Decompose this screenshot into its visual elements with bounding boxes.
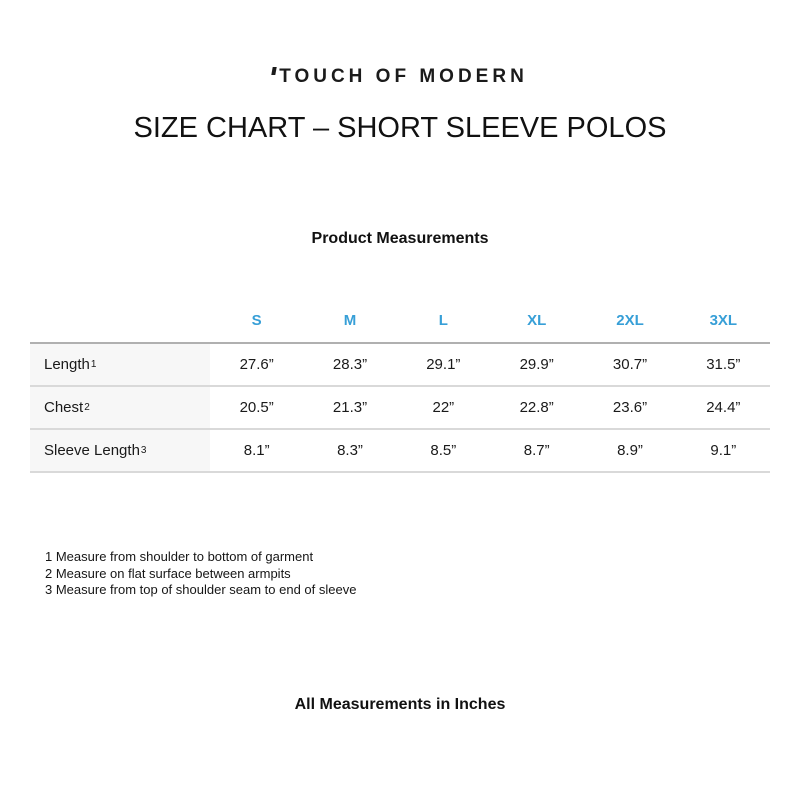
column-header-s: S <box>251 311 262 329</box>
cell-sleeve-xl: 8.7” <box>523 442 550 459</box>
table-row-sleeve-length: Sleeve Length 3 8.1” 8.3” 8.5” 8.7” 8.9” … <box>30 430 770 473</box>
table-header-row: S M L XL 2XL 3XL <box>30 298 770 344</box>
units-note: All Measurements in Inches <box>294 696 506 713</box>
page-title: SIZE CHART – SHORT SLEEVE POLOS <box>133 112 667 144</box>
cell-chest-s: 20.5” <box>239 399 274 416</box>
cell-chest-l: 22” <box>432 399 455 416</box>
cell-chest-xl: 22.8” <box>519 399 554 416</box>
brand-logo-text: TOUCH OF MODERN <box>279 66 528 87</box>
cell-sleeve-s: 8.1” <box>243 442 270 459</box>
table-row-chest: Chest 2 20.5” 21.3” 22” 22.8” 23.6” 24.4” <box>30 387 770 430</box>
cell-sleeve-m: 8.3” <box>337 442 363 459</box>
row-label-chest: Chest 2 <box>30 387 210 428</box>
row-label-length: Length 1 <box>30 344 210 385</box>
cell-sleeve-3xl: 9.1” <box>710 442 737 459</box>
column-header-m: M <box>343 311 357 329</box>
cell-chest-2xl: 23.6” <box>612 399 648 416</box>
row-label-sleeve-length: Sleeve Length 3 <box>30 430 210 471</box>
cell-length-m: 28.3” <box>332 356 368 373</box>
cell-sleeve-l: 8.5” <box>430 442 457 459</box>
table-subtitle: Product Measurements <box>311 230 489 247</box>
size-chart-table: S M L XL 2XL 3XL Length 1 27.6” 28.3” 29.… <box>30 298 770 473</box>
column-header-2xl: 2XL <box>616 311 644 329</box>
footnotes: 1 Measure from shoulder to bottom of gar… <box>45 549 356 599</box>
cell-length-2xl: 30.7” <box>612 356 648 373</box>
cell-length-3xl: 31.5” <box>706 356 741 373</box>
cell-length-xl: 29.9” <box>519 356 554 373</box>
cell-chest-3xl: 24.4” <box>706 399 741 416</box>
brand-logo: TOUCH OF MODERN <box>0 66 800 88</box>
cell-length-l: 29.1” <box>426 356 461 373</box>
header-label-spacer <box>30 298 210 342</box>
footnote-3: 3 Measure from top of shoulder seam to e… <box>45 582 357 597</box>
cell-chest-m: 21.3” <box>332 399 368 416</box>
cell-sleeve-2xl: 8.9” <box>617 442 643 459</box>
column-header-l: L <box>438 311 448 329</box>
cell-length-s: 27.6” <box>239 356 274 373</box>
table-row-length: Length 1 27.6” 28.3” 29.1” 29.9” 30.7” 31… <box>30 344 770 387</box>
logo-tick-icon <box>271 67 277 75</box>
footnote-1: 1 Measure from shoulder to bottom of gar… <box>45 549 314 564</box>
column-header-3xl: 3XL <box>709 311 738 329</box>
footnote-2: 2 Measure on flat surface between armpit… <box>45 565 291 581</box>
column-header-xl: XL <box>527 311 547 329</box>
